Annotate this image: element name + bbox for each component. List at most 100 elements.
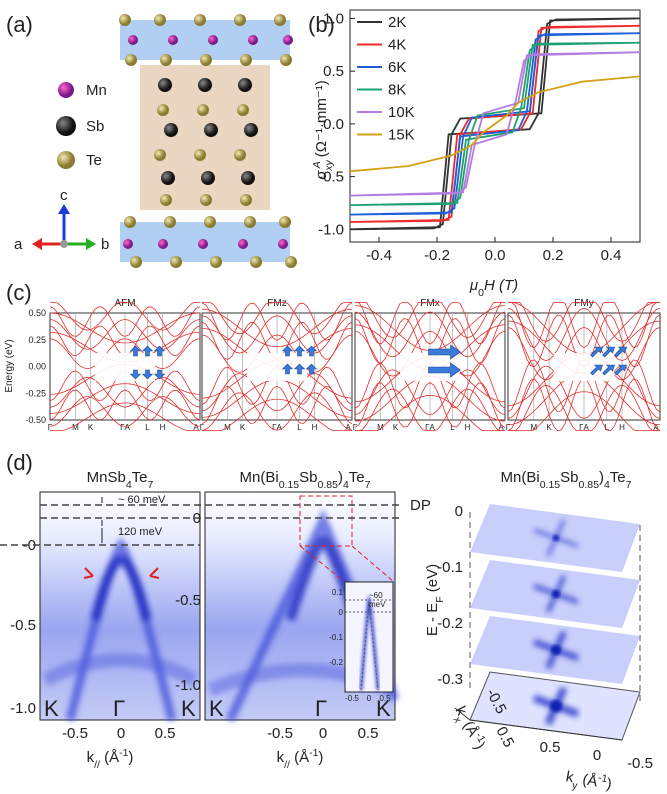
legend-label: 15K: [388, 127, 415, 144]
band: [50, 339, 200, 369]
k-point: K: [376, 696, 391, 721]
atom: [194, 149, 206, 161]
y-axis-label: Energy (eV): [4, 339, 15, 392]
k-label: H: [465, 423, 471, 432]
band: [202, 386, 352, 423]
atom: [248, 35, 258, 45]
k-point: K: [44, 696, 59, 721]
label-part: (Å: [100, 749, 119, 766]
moment-arrow: [614, 364, 628, 376]
subplot-title: FMx: [420, 298, 439, 309]
y-label-part: (Ω⁻¹·mm⁻¹): [313, 80, 330, 157]
k-label: M: [377, 423, 384, 432]
panel-d: (d) MnSb4Te7 Mn(Bi0.15Sb0.85)4Te7 Mn(Bi0…: [0, 450, 653, 794]
band: [50, 319, 200, 349]
band: [355, 302, 505, 337]
panel-label: (a): [6, 12, 33, 37]
atom: [204, 123, 218, 137]
atom: [234, 149, 246, 161]
atom: [154, 14, 166, 26]
kx-tick-label: 0.5: [492, 724, 517, 750]
band: [50, 307, 200, 337]
legend-label: Sb: [86, 118, 104, 135]
y-label-part: xy: [323, 159, 335, 171]
panel-label: (c): [6, 280, 32, 305]
axis-arrow: [58, 204, 70, 214]
arrow: [83, 567, 94, 579]
legend-label: 2K: [388, 14, 406, 31]
z-tick-label: -0.3: [437, 671, 463, 688]
atom: [204, 216, 216, 228]
band: [202, 393, 352, 431]
y-label-part: A: [311, 161, 323, 169]
x-tick-label: -0.2: [424, 247, 450, 264]
legend-label: 10K: [388, 104, 415, 121]
panel-label: (d): [6, 450, 33, 475]
band: [50, 302, 200, 330]
label-part: k: [565, 768, 576, 786]
inset-tick: 0.5: [379, 694, 391, 703]
x-label-part: 0: [478, 287, 484, 299]
y-tick-label: -0.25: [25, 388, 46, 398]
x-axis-label: k// (Å-1): [87, 747, 134, 771]
axis-name: b: [101, 236, 109, 253]
moment-arrow: [129, 369, 142, 380]
title-part: Te: [132, 469, 148, 486]
atom: [238, 78, 252, 92]
atom: [244, 123, 258, 137]
k-label: M: [531, 423, 538, 432]
x-axis-label: μ0H (T): [469, 277, 518, 299]
k-point: Γ: [113, 696, 125, 721]
x-tick-label: 0.2: [543, 247, 564, 264]
octahedra-layer: [120, 20, 290, 60]
atom: [241, 171, 255, 185]
ky-axis-label: ky (Å-1): [564, 766, 614, 794]
label-part: -1: [309, 747, 318, 759]
atom: [168, 35, 178, 45]
y-tick-label: 0.00: [28, 362, 46, 372]
label-part: k: [87, 749, 95, 766]
legend-label: Te: [86, 152, 102, 169]
atom: [125, 54, 137, 66]
inset-tick: 0: [339, 608, 344, 617]
atom: [119, 14, 131, 26]
image-title: Mn(Bi0.15Sb0.85)4Te7: [240, 469, 371, 491]
axis-name: a: [14, 236, 23, 253]
ky-tick-label: -0.5: [627, 755, 653, 772]
k-label: K: [88, 423, 94, 432]
atom: [154, 149, 166, 161]
label-part: y: [571, 779, 579, 792]
title-part: Mn(Bi: [501, 469, 540, 486]
y-tick-label: 1.0: [323, 10, 344, 27]
title-part: 7: [626, 479, 632, 491]
atom: [200, 194, 212, 206]
x-tick-label: 0.0: [485, 247, 506, 264]
moment-arrow: [293, 345, 306, 357]
band: [355, 383, 505, 428]
moment-arrow: [293, 363, 306, 375]
atom: [161, 171, 175, 185]
title-part: 4: [343, 479, 349, 491]
z-axis-label: E - EF (eV): [424, 564, 446, 636]
series-line: [349, 51, 641, 197]
title-part: Sb: [299, 469, 317, 486]
label-part: //: [284, 759, 290, 771]
y-tick-label: -1.0: [10, 700, 36, 717]
k-label: ΓA: [272, 423, 282, 432]
inset-tick: 0.1: [332, 588, 344, 597]
band: [50, 390, 200, 420]
band: [50, 384, 200, 414]
x-tick-label: 0: [319, 725, 327, 742]
annotation: DP: [410, 497, 431, 514]
moment-arrow: [129, 345, 142, 357]
moment-arrow: [281, 345, 294, 357]
band: [355, 370, 505, 415]
band: [508, 302, 660, 341]
k-label: H: [160, 423, 166, 432]
panel-label: (b): [308, 12, 335, 37]
band: [202, 309, 352, 346]
k-label: K: [240, 423, 246, 432]
image-title: Mn(Bi0.15Sb0.85)4Te7: [501, 469, 632, 491]
